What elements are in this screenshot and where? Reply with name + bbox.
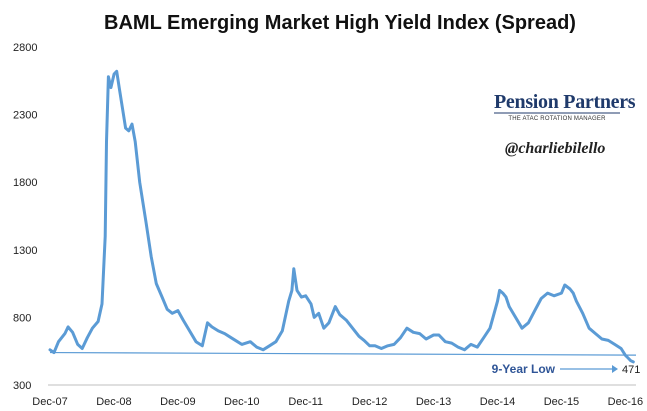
x-tick-label: Dec-14 [480,396,515,408]
logo-sub-text: THE ATAC ROTATION MANAGER [508,116,606,122]
y-tick-label: 2800 [13,42,37,54]
nine-year-low-reference-line [49,351,637,356]
annotation-nine-year-low: 9-Year Low 471 [492,362,641,376]
chart-title: BAML Emerging Market High Yield Index (S… [104,12,576,34]
x-tick-label: Dec-12 [352,396,387,408]
x-tick-label: Dec-07 [32,396,67,408]
x-tick-label: Dec-08 [96,396,131,408]
x-tick-label: Dec-09 [160,396,195,408]
x-tick-label: Dec-10 [224,396,259,408]
nine-year-low-label: 9-Year Low [492,362,556,376]
y-tick-label: 300 [13,380,31,392]
series-line [48,69,635,364]
y-tick-label: 800 [13,312,31,324]
x-axis-ticks: Dec-07 Dec-08 Dec-09 Dec-10 Dec-11 Dec-12 Dec-… [32,396,643,408]
nine-year-low-value: 471 [622,364,640,376]
y-tick-label: 2300 [13,110,37,122]
x-tick-label: Dec-13 [416,396,451,408]
x-tick-label: Dec-11 [288,396,323,408]
x-tick-label: Dec-15 [544,396,579,408]
annotation-arrowhead [612,365,618,373]
y-tick-label: 1800 [13,177,37,189]
twitter-handle: @charliebilello [505,140,605,157]
logo-main-text: Pension Partners [494,91,636,113]
y-tick-label: 1300 [13,245,37,257]
pension-partners-logo: Pension Partners THE ATAC ROTATION MANAG… [494,91,636,122]
x-tick-label: Dec-16 [608,396,643,408]
y-axis-ticks: 300 800 1300 1800 2300 2800 [13,42,37,392]
